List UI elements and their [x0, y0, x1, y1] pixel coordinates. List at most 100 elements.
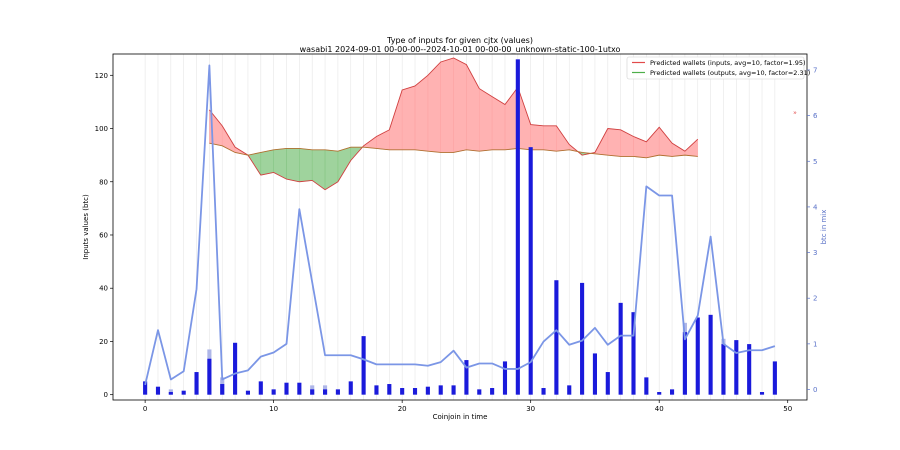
input-bar	[541, 388, 546, 395]
input-bar	[515, 59, 520, 395]
input-bar	[631, 312, 636, 395]
input-bar	[335, 389, 340, 395]
input-bar	[374, 385, 379, 395]
y-axis-label: Inputs values (btc)	[82, 194, 90, 260]
y-tick-label: 20	[99, 338, 108, 346]
input-bar	[759, 392, 765, 395]
series-line-inputs	[209, 57, 699, 191]
input-bar	[412, 388, 418, 395]
y-axis-ticks: 0 20 40 60 80 100 120	[95, 72, 113, 399]
area-outputs-above	[286, 148, 300, 182]
area-outputs-above	[260, 149, 274, 176]
legend-box	[626, 56, 805, 80]
area-inputs-above	[543, 125, 557, 152]
area-inputs-above	[427, 61, 441, 153]
input-bar	[438, 385, 443, 395]
y-tick-label: 60	[99, 231, 108, 239]
y-tick-label: 0	[104, 391, 108, 399]
input-bar	[233, 342, 238, 395]
input-bar	[772, 361, 777, 395]
input-bar	[695, 317, 700, 395]
area-inputs-above	[556, 125, 570, 152]
input-bars	[143, 59, 777, 395]
area-inputs-above	[402, 85, 416, 150]
wallet-areas	[209, 57, 699, 191]
input-bar	[708, 314, 713, 395]
x-axis-ticks: 0 10 20 30 40 50	[143, 400, 792, 413]
area-inputs-above	[453, 57, 467, 153]
area-inputs-above	[466, 64, 480, 152]
area-outputs-above	[273, 148, 287, 180]
legend-label-inputs: Predicted wallets (inputs, avg=10, facto…	[650, 59, 806, 67]
x-tick-label: 20	[398, 405, 407, 413]
input-bar	[322, 389, 328, 395]
y-tick-label: 40	[99, 285, 108, 293]
y2-tick-label: 5	[813, 158, 817, 166]
area-inputs-above	[479, 88, 493, 152]
area-inputs-above	[646, 126, 660, 158]
input-bar	[207, 358, 212, 395]
input-bar	[194, 372, 199, 395]
input-bar	[734, 340, 739, 395]
y-tick-label: 120	[95, 72, 108, 80]
area-inputs-above	[633, 136, 647, 158]
legend: Predicted wallets (inputs, avg=10, facto…	[626, 56, 810, 80]
input-bar	[168, 392, 173, 395]
input-bar	[721, 344, 726, 395]
input-bar	[528, 147, 533, 395]
y-tick-label: 100	[95, 125, 108, 133]
x-axis-label: Coinjoin in time	[433, 413, 488, 421]
area-inputs-above	[530, 124, 544, 150]
input-bar	[477, 389, 482, 395]
btc-in-mix-line	[144, 64, 776, 386]
plot-frame	[112, 53, 808, 401]
area-inputs-above	[607, 128, 621, 157]
area-outputs-above	[324, 149, 339, 191]
x-tick-label: 50	[783, 405, 792, 413]
input-bar	[502, 361, 508, 395]
input-bar	[220, 384, 225, 395]
input-bar	[271, 389, 276, 395]
series-line-outputs	[209, 142, 698, 159]
area-inputs-above	[684, 138, 698, 157]
y2-tick-label: 4	[813, 203, 818, 211]
x-tick-label: 40	[655, 405, 664, 413]
input-bar	[284, 382, 289, 395]
area-inputs-above	[620, 129, 634, 157]
area-inputs-above	[491, 96, 506, 150]
y2-tick-label: 6	[813, 112, 818, 120]
input-bar	[567, 385, 572, 395]
area-inputs-above	[440, 57, 454, 153]
x-tick-label: 30	[526, 405, 535, 413]
input-bar	[155, 386, 161, 395]
chart-subtitle: wasabi1 2024-09-01 00-00-00--2024-10-01 …	[300, 45, 621, 54]
y-tick-label: 80	[99, 178, 108, 186]
input-bar	[387, 384, 392, 395]
y2-tick-label: 3	[813, 249, 817, 257]
input-bar	[618, 302, 623, 395]
input-bar	[657, 392, 662, 395]
x-tick-label: 0	[143, 405, 147, 413]
area-inputs-above	[659, 126, 673, 157]
chart-title: Type of inputs for given cjtx (values)	[386, 36, 533, 45]
input-bar	[644, 377, 649, 395]
input-bar	[747, 344, 752, 395]
input-bar	[400, 388, 405, 395]
x-tick-label: 10	[269, 405, 278, 413]
input-bar	[669, 389, 675, 395]
area-outputs-above	[299, 148, 313, 182]
input-bar	[605, 372, 610, 395]
input-bar	[310, 389, 315, 395]
y2-tick-label: 2	[813, 295, 817, 303]
input-bar	[297, 382, 302, 395]
y2-tick-label: 7	[813, 66, 817, 74]
input-bar	[464, 360, 469, 395]
input-bar	[580, 282, 585, 395]
y2-axis-label: btc in mix	[820, 210, 828, 245]
y2-tick-label: 1	[813, 340, 817, 348]
input-bar	[592, 353, 598, 395]
input-bar	[361, 336, 366, 395]
y2-tick-label: 0	[813, 386, 817, 394]
input-bar	[143, 381, 148, 395]
